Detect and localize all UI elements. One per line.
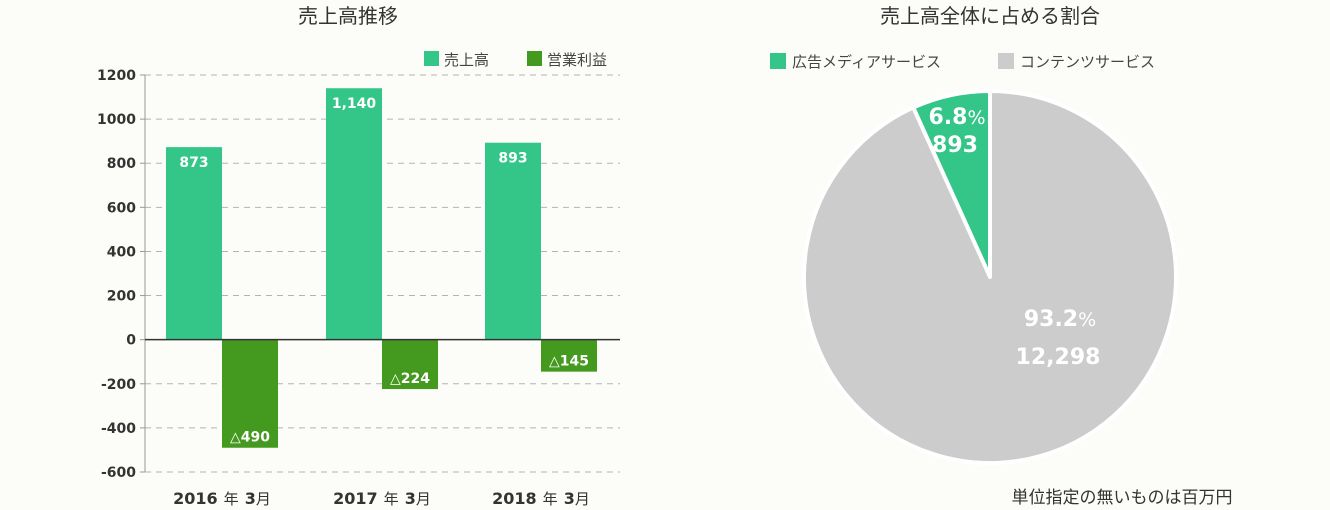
y-tick-label: 0	[126, 333, 136, 349]
slice-value-content: 12,298	[1016, 345, 1101, 370]
pie-slice-content	[802, 89, 1178, 465]
category-year: 2016	[173, 489, 218, 508]
slice-label-content: 93.2% 12,298	[1016, 307, 1101, 370]
y-tick-label: 1000	[97, 112, 136, 128]
category-month-suffix: 月	[256, 490, 271, 508]
bar-sales	[485, 142, 541, 340]
legend-label-profit: 営業利益	[547, 51, 607, 69]
category-year: 2017	[333, 489, 378, 508]
y-tick-label: 200	[107, 289, 136, 305]
category-month-suffix: 月	[416, 490, 431, 508]
bar-label-profit: △145	[549, 354, 589, 370]
slice-label-ad-media: 6.8% 893	[928, 105, 985, 158]
x-category-label: 2017 年 3月	[333, 489, 431, 508]
y-tick-label: -600	[101, 465, 136, 481]
bar-sales	[166, 147, 222, 340]
legend-label-ad-media: 広告メディアサービス	[792, 53, 941, 71]
bar-legend: 売上高 営業利益	[424, 51, 607, 69]
slice-percent-ad-media: 6.8	[928, 105, 967, 130]
bar-profit	[382, 339, 438, 390]
category-year: 2018	[492, 489, 537, 508]
category-month: 3	[564, 489, 575, 508]
bar-label-sales: 1,140	[332, 96, 377, 112]
y-tick-label: 400	[107, 244, 136, 260]
bar-chart-title: 売上高推移	[298, 4, 398, 28]
pie-chart-title: 売上高全体に占める割合	[880, 4, 1100, 28]
bar-label-sales: 873	[179, 155, 208, 171]
x-category-labels: 2016 年 3月 2017 年 3月 2018 年 3月	[173, 489, 590, 508]
pie-legend: 広告メディアサービス コンテンツサービス	[770, 53, 1155, 71]
category-year-suffix: 年	[384, 490, 399, 508]
legend-swatch-ad-media	[770, 53, 786, 69]
y-tick-label: -200	[101, 377, 136, 393]
bar-value-labels: 873 △490 1,140 △224 893 △145	[179, 96, 589, 446]
y-tick-label: 800	[107, 156, 136, 172]
legend-label-content: コンテンツサービス	[1020, 53, 1155, 71]
pie-slices	[802, 89, 1178, 465]
bar-label-sales: 893	[498, 151, 527, 167]
svg-text:6.8%: 6.8%	[928, 105, 985, 130]
y-tick-label: 1200	[97, 68, 136, 84]
slice-percent-content: 93.2	[1024, 307, 1078, 332]
y-tick-label: -400	[101, 421, 136, 437]
bar-marks	[166, 88, 597, 448]
x-category-label: 2016 年 3月	[173, 489, 271, 508]
bar-profit	[222, 339, 278, 448]
legend-swatch-profit	[527, 51, 542, 66]
percent-sign-content: %	[1078, 309, 1096, 331]
x-category-label: 2018 年 3月	[492, 489, 590, 508]
legend-swatch-content	[998, 53, 1014, 69]
bar-label-profit: △490	[230, 430, 270, 446]
category-year-suffix: 年	[224, 490, 239, 508]
legend-label-sales: 売上高	[444, 51, 489, 69]
bar-chart: 売上高推移 売上高 営業利益 1200 1000 800 600 400 200 0 -200…	[97, 4, 620, 508]
bar-profit	[541, 339, 597, 372]
pie-chart: 売上高全体に占める割合 広告メディアサービス コンテンツサービス 6.8% 89…	[770, 4, 1233, 508]
svg-text:93.2%: 93.2%	[1024, 307, 1096, 332]
y-tick-label: 600	[107, 200, 136, 216]
unit-note: 単位指定の無いものは百万円	[1012, 488, 1233, 508]
y-tick-labels: 1200 1000 800 600 400 200 0 -200 -400 -600	[97, 68, 136, 481]
category-month: 3	[245, 489, 256, 508]
category-month-suffix: 月	[575, 490, 590, 508]
bar-label-profit: △224	[390, 371, 430, 387]
percent-sign-ad-media: %	[967, 107, 985, 129]
bar-sales	[326, 88, 382, 340]
slice-value-ad-media: 893	[932, 133, 978, 158]
legend-swatch-sales	[424, 51, 439, 66]
category-month: 3	[405, 489, 416, 508]
category-year-suffix: 年	[543, 490, 558, 508]
